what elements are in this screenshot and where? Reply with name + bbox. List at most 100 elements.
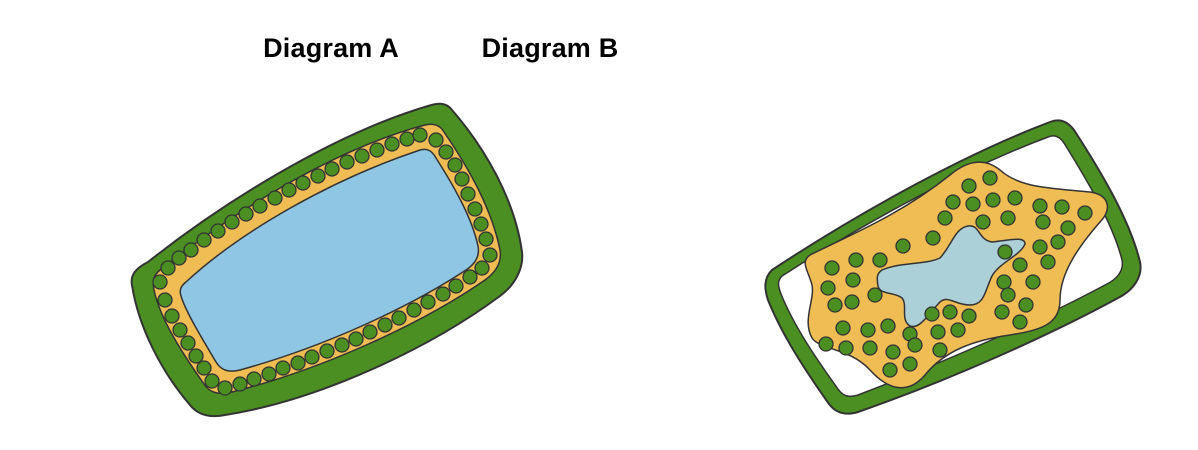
vacuole-b xyxy=(876,225,1026,328)
chloroplast xyxy=(412,127,428,143)
chloroplast xyxy=(880,318,896,334)
chloroplast xyxy=(210,223,226,239)
chloroplast xyxy=(482,247,498,263)
chloroplast xyxy=(860,322,876,338)
chloroplast xyxy=(862,340,878,356)
chloroplast xyxy=(1077,205,1093,221)
chloroplast xyxy=(937,210,953,226)
chloroplast xyxy=(246,371,262,387)
chloroplast xyxy=(820,280,836,296)
chloroplast xyxy=(447,157,463,173)
chloroplast xyxy=(438,144,454,160)
chloroplast xyxy=(261,366,277,382)
chloroplast xyxy=(362,324,378,340)
chloroplast xyxy=(467,201,483,217)
chloroplast xyxy=(835,320,851,336)
chloroplast xyxy=(377,317,393,333)
chloroplasts-b xyxy=(818,170,1093,378)
chloroplast xyxy=(267,190,283,206)
chloroplast xyxy=(1035,214,1051,230)
chloroplast xyxy=(435,286,451,302)
chloroplast xyxy=(982,170,998,186)
diagram-a: Diagram A xyxy=(263,33,399,63)
chloroplast xyxy=(180,335,196,351)
chloroplast xyxy=(1007,190,1023,206)
chloroplast xyxy=(217,380,233,396)
vacuole-a xyxy=(179,148,480,372)
chloroplast xyxy=(252,198,268,214)
chloroplast xyxy=(164,308,180,324)
chloroplast xyxy=(238,206,254,222)
chloroplast xyxy=(188,348,204,364)
chloroplast xyxy=(196,360,212,376)
chloroplast xyxy=(1040,254,1056,270)
chloroplast xyxy=(997,244,1013,260)
chloroplast xyxy=(460,186,476,202)
chloroplast xyxy=(961,308,977,324)
chloroplast xyxy=(324,161,340,177)
chloroplast xyxy=(961,178,977,194)
chloroplast xyxy=(907,337,923,353)
chloroplast xyxy=(295,175,311,191)
chloroplast xyxy=(996,274,1012,290)
chloroplast xyxy=(932,342,948,358)
diagram-a-title: Diagram A xyxy=(263,33,399,63)
chloroplast xyxy=(334,337,350,353)
chloroplast xyxy=(474,260,490,276)
chloroplast xyxy=(281,182,297,198)
chloroplast xyxy=(844,294,860,310)
chloroplast xyxy=(348,331,364,347)
chloroplast xyxy=(1054,199,1070,215)
chloroplast xyxy=(406,302,422,318)
chloroplast xyxy=(462,269,478,285)
chloroplast xyxy=(930,324,946,340)
chloroplast xyxy=(1000,210,1016,226)
chloroplast xyxy=(224,214,240,230)
chloroplast xyxy=(339,154,355,170)
chloroplast xyxy=(1060,220,1076,236)
chloroplast xyxy=(985,192,1001,208)
chloroplast xyxy=(232,376,248,392)
chloroplast xyxy=(818,336,834,352)
chloroplast xyxy=(473,216,489,232)
chloroplast xyxy=(824,260,840,276)
chloroplast xyxy=(171,250,187,266)
chloroplast xyxy=(895,238,911,254)
chloroplast xyxy=(902,356,918,372)
chloroplast xyxy=(369,142,385,158)
chloroplast xyxy=(391,310,407,326)
chloroplast xyxy=(160,260,176,276)
chloroplast xyxy=(975,214,991,230)
chloroplast xyxy=(885,344,901,360)
chloroplast xyxy=(310,168,326,184)
chloroplast xyxy=(275,360,291,376)
chloroplasts-a xyxy=(152,127,498,396)
chloroplast xyxy=(454,171,470,187)
chloroplast xyxy=(428,132,444,148)
chloroplast xyxy=(319,343,335,359)
chloroplast xyxy=(172,322,188,338)
chloroplast xyxy=(1025,274,1041,290)
chloroplast xyxy=(183,242,199,258)
chloroplast xyxy=(304,349,320,365)
chloroplast xyxy=(872,252,888,268)
chloroplast xyxy=(1012,257,1028,273)
chloroplast xyxy=(204,373,220,389)
chloroplast xyxy=(1050,234,1066,250)
chloroplast xyxy=(848,252,864,268)
chloroplast xyxy=(882,362,898,378)
chloroplast xyxy=(924,306,940,322)
chloroplast xyxy=(354,148,370,164)
chloroplast xyxy=(838,340,854,356)
chloroplast xyxy=(994,304,1010,320)
chloroplast xyxy=(290,355,306,371)
chloroplast xyxy=(945,194,961,210)
chloroplast xyxy=(157,292,173,308)
diagram-b: Diagram B xyxy=(482,0,1198,450)
chloroplast xyxy=(1032,239,1048,255)
chloroplast xyxy=(867,287,883,303)
chloroplast xyxy=(152,274,168,290)
chloroplast xyxy=(925,230,941,246)
chloroplast xyxy=(1000,287,1016,303)
